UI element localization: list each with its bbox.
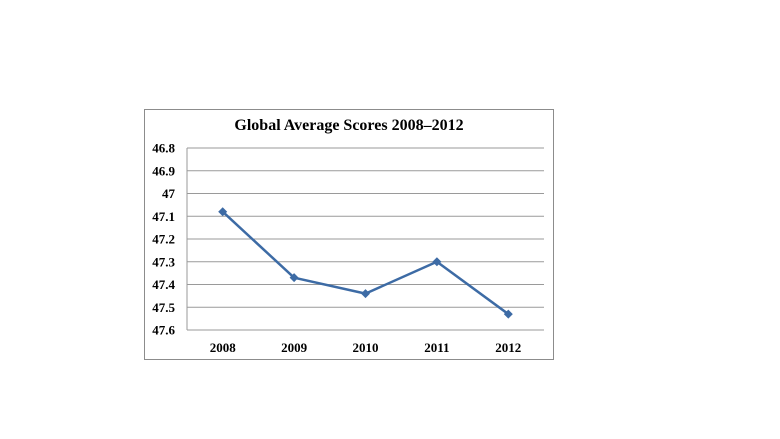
y-tick-label: 46.9 <box>152 163 175 178</box>
gridlines <box>186 147 544 331</box>
x-tick-label: 2012 <box>495 340 521 355</box>
data-point <box>432 257 442 267</box>
data-point <box>361 289 370 299</box>
data-point <box>289 273 299 283</box>
series-layer <box>218 207 513 319</box>
y-tick-label: 47.2 <box>152 232 175 247</box>
y-tick-label: 47.4 <box>152 277 175 292</box>
x-tick-label: 2009 <box>281 340 308 355</box>
y-tick-label: 47.6 <box>152 323 175 338</box>
y-tick-label: 47.5 <box>152 300 175 315</box>
data-point <box>218 207 228 217</box>
y-tick-label: 47.3 <box>152 254 175 269</box>
chart-frame <box>144 109 554 360</box>
x-axis-ticks: 2008 2009 2010 2011 2012 <box>210 340 522 355</box>
data-point <box>503 309 513 319</box>
series-line <box>221 210 510 316</box>
y-tick-label: 46.8 <box>152 141 175 156</box>
x-tick-label: 2010 <box>353 340 379 355</box>
y-tick-label: 47.1 <box>152 209 175 224</box>
y-axis-ticks: 46.8 46.9 47 47.1 47.2 47.3 47.4 47.5 47.6 <box>152 141 175 338</box>
y-tick-label: 47 <box>162 186 176 201</box>
x-tick-label: 2008 <box>210 340 237 355</box>
x-tick-label: 2011 <box>424 340 449 355</box>
chart-title: Global Average Scores 2008–2012 <box>234 117 464 134</box>
